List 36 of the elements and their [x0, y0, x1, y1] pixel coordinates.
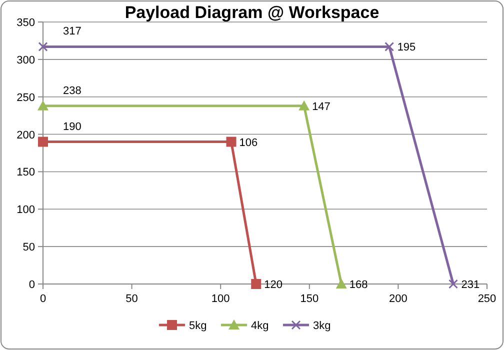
legend-label: 4kg	[251, 320, 269, 332]
point	[448, 279, 458, 289]
y-tick-label: 350	[16, 17, 35, 29]
point	[38, 136, 48, 147]
point	[226, 136, 236, 147]
chart-title: Payload Diagram @ Workspace	[124, 3, 380, 22]
x-tick-label: 100	[211, 293, 230, 305]
legend-label: 5kg	[189, 320, 207, 332]
annotation: 106	[239, 136, 258, 149]
point	[384, 42, 394, 52]
x-tick-label: 200	[389, 293, 408, 305]
point	[336, 278, 347, 288]
annotation: 195	[397, 42, 416, 54]
y-tick-label: 150	[16, 166, 35, 179]
x-tick-label: 0	[40, 293, 46, 305]
x-tick-label: 150	[300, 293, 319, 305]
annotation: 120	[264, 279, 282, 291]
y-tick-label: 0	[28, 279, 35, 291]
point	[38, 100, 48, 110]
legend-label: 3kg	[313, 320, 331, 332]
y-tick-label: 50	[22, 242, 35, 254]
x-tick-label: 250	[478, 293, 496, 305]
annotation: 190	[63, 120, 82, 133]
x-tick-label: 50	[126, 293, 138, 305]
point	[251, 279, 262, 289]
annotation: 147	[312, 100, 330, 113]
point	[38, 42, 48, 52]
annotation: 231	[461, 279, 480, 291]
y-tick-label: 250	[16, 92, 35, 104]
y-tick-label: 100	[16, 204, 35, 216]
point	[298, 100, 310, 110]
y-tick-label: 300	[16, 54, 35, 66]
annotation: 168	[349, 279, 368, 291]
y-tick-label: 200	[16, 129, 35, 142]
annotation: 238	[63, 84, 82, 97]
annotation: 317	[63, 26, 82, 38]
